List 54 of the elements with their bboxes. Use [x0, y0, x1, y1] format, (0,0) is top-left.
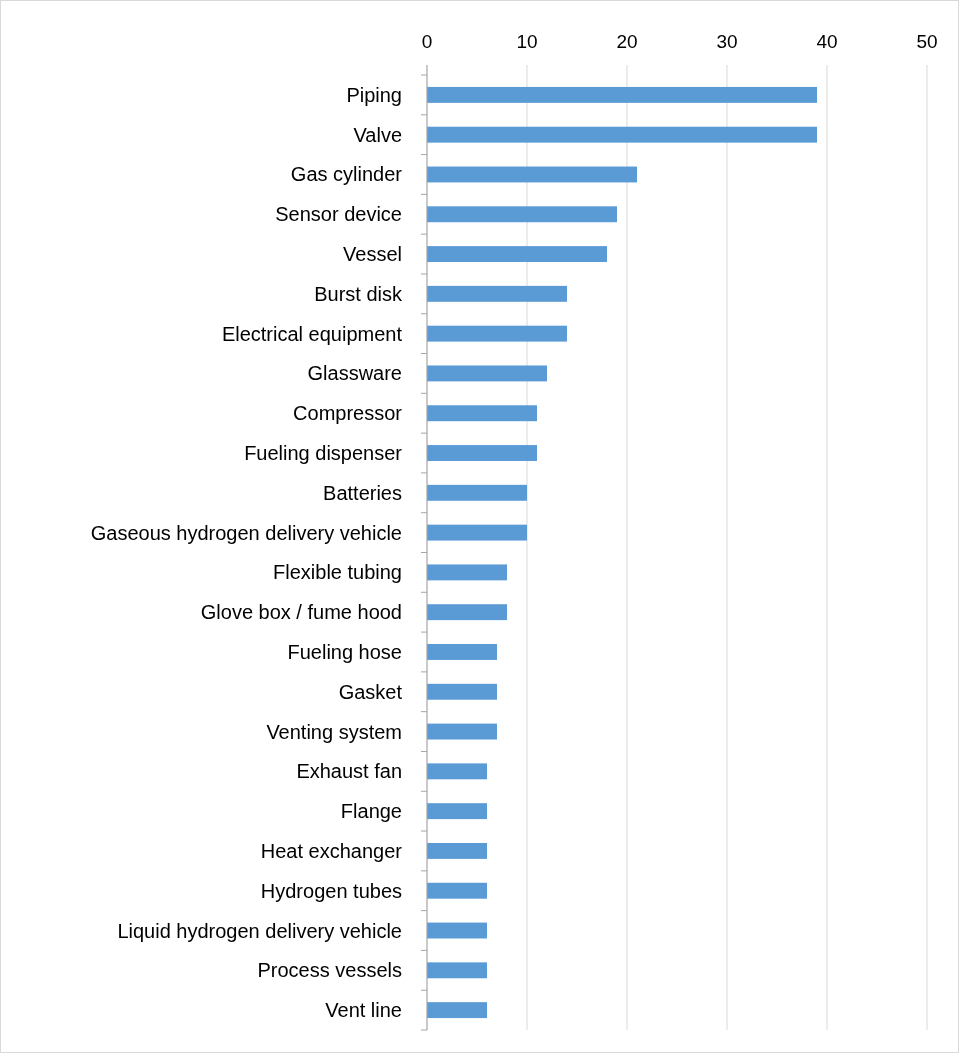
y-tick-label: Fueling hose [287, 640, 402, 663]
y-tick-label: Compressor [293, 402, 403, 425]
y-tick-label: Batteries [323, 481, 402, 504]
y-tick-label: Burst disk [314, 282, 403, 305]
y-tick-label: Flange [340, 800, 402, 823]
y-tick-label: Flexible tubing [273, 561, 402, 584]
y-tick-label: Vessel [343, 243, 402, 266]
bar [427, 962, 487, 979]
bar [427, 922, 487, 939]
y-tick-label: Vent line [325, 999, 402, 1022]
y-tick-label: Glove box / fume hood [200, 601, 402, 624]
bar [427, 803, 487, 820]
y-tick-label: Electrical equipment [221, 322, 403, 345]
y-tick-label: Glassware [307, 362, 402, 385]
y-tick-label: Piping [346, 83, 402, 106]
y-tick-label: Process vessels [257, 959, 402, 982]
bar [427, 683, 497, 700]
bar [427, 1002, 487, 1019]
y-tick-label: Gasket [338, 680, 403, 703]
y-tick-label: Sensor device [275, 203, 402, 226]
bar [427, 445, 537, 461]
bar [427, 842, 487, 859]
bar [427, 206, 617, 223]
bar [427, 126, 817, 143]
x-tick-label: 30 [716, 31, 738, 52]
y-tick-label: Exhaust fan [296, 760, 402, 783]
bar [427, 484, 527, 501]
x-tick-label: 40 [816, 31, 838, 52]
bar [427, 325, 567, 342]
y-tick-label: Hydrogen tubes [260, 879, 402, 902]
x-tick-label: 50 [916, 31, 938, 52]
bar [427, 763, 487, 780]
y-tick-label: Gaseous hydrogen delivery vehicle [90, 521, 402, 544]
y-tick-label: Fueling dispenser [244, 442, 403, 465]
y-tick-label: Valve [353, 123, 402, 146]
bar [427, 405, 537, 422]
bar [427, 246, 607, 263]
y-tick-label: Gas cylinder [290, 163, 403, 186]
bar [427, 644, 497, 660]
x-tick-label: 0 [421, 31, 433, 52]
y-tick-label: Venting system [266, 720, 402, 743]
y-tick-label: Heat exchanger [260, 839, 403, 862]
bar [427, 365, 547, 382]
bar [427, 285, 567, 302]
bar [427, 882, 487, 899]
y-tick-label: Liquid hydrogen delivery vehicle [117, 919, 402, 942]
x-tick-label: 20 [616, 31, 638, 52]
bar [427, 86, 817, 103]
bar [427, 604, 507, 621]
x-tick-label: 10 [516, 31, 538, 52]
bar [427, 524, 527, 541]
bar [427, 166, 637, 183]
bar [427, 723, 497, 740]
bar [427, 564, 507, 581]
